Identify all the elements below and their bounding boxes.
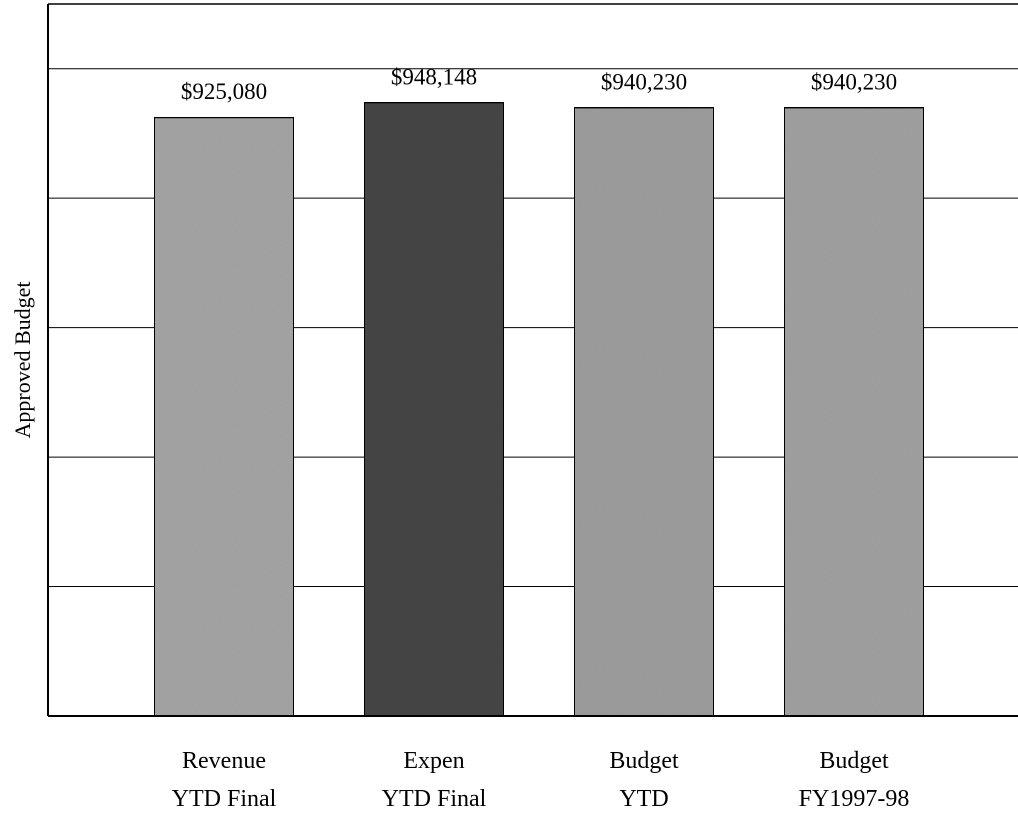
- data-label: $940,230: [601, 69, 687, 94]
- category-label: Budget: [609, 748, 679, 774]
- category-label: Budget: [819, 748, 889, 774]
- data-label: $940,230: [811, 69, 897, 94]
- bars-group: [48, 101, 1018, 718]
- bar: [363, 101, 505, 717]
- category-label: YTD: [619, 786, 668, 812]
- category-label: Expen: [403, 748, 464, 774]
- data-label: $925,080: [181, 79, 267, 104]
- bar: [573, 106, 715, 718]
- bar: [783, 106, 925, 718]
- category-label: Revenue: [182, 748, 266, 774]
- data-label: $948,148: [391, 64, 477, 89]
- category-label: YTD Final: [382, 786, 487, 812]
- y-axis-label: Approved Budget: [10, 281, 35, 438]
- category-label: FY1997-98: [799, 786, 910, 812]
- bar: [153, 116, 295, 717]
- labels-group: $925,080 Revenue YTD Final $948,148 Expen YTD…: [172, 64, 910, 812]
- category-label: YTD Final: [172, 786, 277, 812]
